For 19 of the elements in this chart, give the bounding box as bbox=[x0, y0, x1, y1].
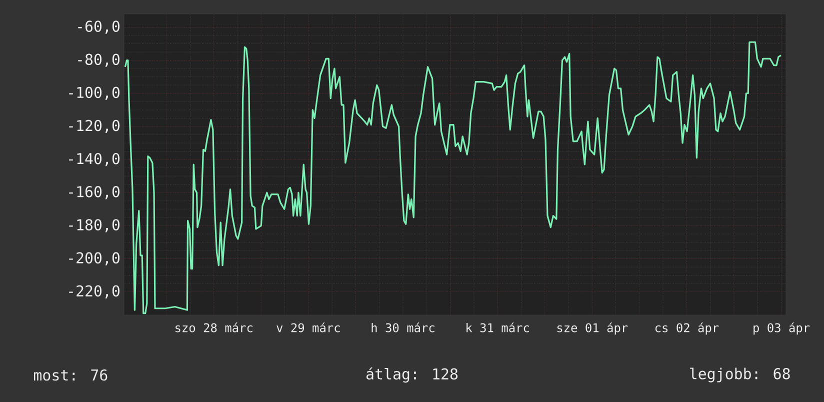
y-tick-label: -60,0 bbox=[78, 20, 120, 34]
y-tick-label: -220,0 bbox=[69, 285, 120, 298]
y-tick-label: -120,0 bbox=[69, 120, 120, 134]
x-tick-label: p 03 ápr bbox=[754, 322, 810, 335]
x-tick-label: v 29 márc bbox=[276, 322, 340, 332]
x-tick-label: sze 01 ápr bbox=[557, 322, 628, 335]
x-tick-label: szo 28 márc bbox=[176, 322, 252, 332]
y-tick-label: -80,0 bbox=[78, 54, 120, 67]
x-tick-label: cs 02 ápr bbox=[655, 322, 719, 335]
y-tick-label: -200,0 bbox=[69, 252, 120, 266]
y-tick-label: -180,0 bbox=[69, 219, 120, 232]
y-tick-label: -100,0 bbox=[69, 86, 120, 100]
x-tick-label: h 30 márc bbox=[372, 322, 434, 332]
y-tick-label: -160,0 bbox=[69, 186, 120, 200]
text: legjobb: 68 bbox=[690, 368, 790, 382]
text: átlag: 128 bbox=[366, 367, 458, 383]
x-tick-label: k 31 márc bbox=[466, 322, 529, 332]
text: most: 76 bbox=[34, 369, 108, 381]
y-tick-label: -140,0 bbox=[69, 152, 120, 166]
